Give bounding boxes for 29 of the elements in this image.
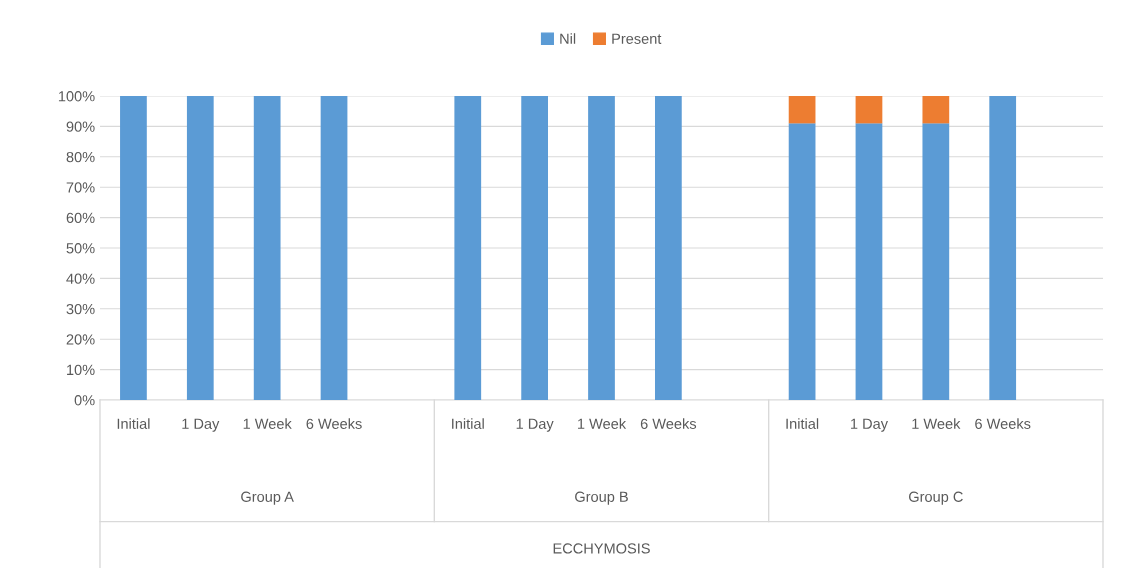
legend-label: Present xyxy=(612,33,662,44)
x-tick-label: 1 Week xyxy=(578,418,627,429)
y-tick-label: 0% xyxy=(74,395,95,406)
x-tick-label: Initial xyxy=(786,418,819,429)
x-tick-label: 6 Weeks xyxy=(306,418,362,429)
x-tick-label: 1 Day xyxy=(516,418,554,432)
text: Group A xyxy=(241,491,294,505)
y-tick-label: 90% xyxy=(66,121,95,132)
text: ECCHYMOSIS xyxy=(553,543,650,554)
x-tick-label: 1 Week xyxy=(243,418,292,429)
x-tick-label: 6 Weeks xyxy=(640,418,697,429)
legend-label: Nil xyxy=(560,33,576,44)
text: Group B xyxy=(575,491,628,505)
y-tick-label: 50% xyxy=(66,243,95,254)
y-tick-label: 70% xyxy=(66,182,95,193)
x-tick-label: 1 Day xyxy=(851,418,888,432)
y-tick-label: 60% xyxy=(66,212,95,224)
text: Group C xyxy=(909,491,963,505)
y-tick-label: 80% xyxy=(66,151,95,163)
y-tick-label: 40% xyxy=(66,273,95,284)
x-tick-label: 1 Day xyxy=(182,418,220,432)
x-tick-label: 1 Week xyxy=(912,418,961,429)
x-tick-label: Initial xyxy=(117,418,150,429)
y-tick-label: 30% xyxy=(66,303,95,315)
x-tick-label: Initial xyxy=(452,418,484,429)
x-tick-label: 6 Weeks xyxy=(975,418,1031,429)
y-tick-label: 100% xyxy=(58,91,95,102)
y-tick-label: 20% xyxy=(66,334,95,345)
y-tick-label: 10% xyxy=(67,364,95,376)
